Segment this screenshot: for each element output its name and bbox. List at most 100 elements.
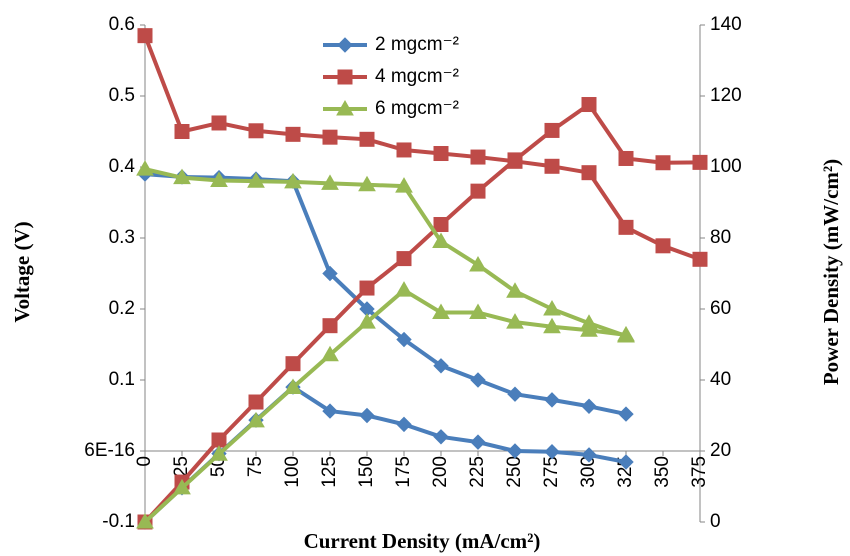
- marker: [322, 318, 338, 334]
- marker: [580, 321, 598, 337]
- y-tick-label: 0.2: [109, 298, 135, 319]
- marker: [433, 217, 449, 233]
- marker: [618, 150, 634, 166]
- marker: [358, 175, 376, 192]
- marker: [470, 149, 486, 165]
- marker: [469, 303, 487, 320]
- marker: [284, 378, 302, 394]
- marker: [470, 434, 486, 450]
- marker: [692, 251, 708, 267]
- marker: [211, 115, 227, 131]
- series-line: [143, 288, 627, 524]
- y2-axis-title: Power Density (mW/cm²): [819, 159, 843, 385]
- marker: [396, 416, 412, 433]
- x-tick-label: 275: [541, 456, 562, 488]
- y-tick-label: 0.1: [109, 369, 135, 390]
- marker: [359, 407, 375, 424]
- marker: [432, 232, 450, 249]
- x-tick-label: 300: [578, 456, 599, 488]
- marker: [432, 303, 450, 320]
- marker: [322, 265, 338, 282]
- x-tick-label: 125: [319, 456, 340, 488]
- marker: [544, 158, 560, 174]
- marker: [395, 281, 413, 297]
- x-tick-label: 250: [504, 456, 525, 488]
- y-tick-label: 0.4: [109, 156, 136, 177]
- marker: [506, 282, 524, 298]
- marker: [247, 172, 265, 188]
- x-tick-label: 350: [652, 456, 673, 488]
- marker: [469, 255, 487, 272]
- marker: [322, 129, 338, 145]
- marker: [359, 131, 375, 147]
- x-tick-label: 25: [171, 456, 192, 477]
- marker: [618, 454, 634, 470]
- legend-label: 6 mgcm⁻²: [375, 98, 459, 119]
- marker: [581, 97, 597, 113]
- legend-label: 4 mgcm⁻²: [375, 66, 459, 87]
- marker: [692, 154, 708, 170]
- marker: [210, 445, 228, 461]
- y2-tick-label: 60: [710, 298, 731, 319]
- marker: [617, 325, 635, 342]
- series-line: [143, 102, 701, 524]
- marker: [321, 345, 339, 362]
- y2-tick-label: 0: [710, 511, 721, 532]
- marker: [284, 172, 302, 189]
- marker: [470, 372, 486, 388]
- x-tick-label: 225: [467, 456, 488, 488]
- marker: [470, 183, 486, 199]
- y2-tick-label: 40: [710, 369, 731, 390]
- marker: [248, 394, 264, 410]
- marker: [543, 299, 561, 316]
- marker: [285, 126, 301, 142]
- marker: [322, 403, 338, 419]
- marker: [618, 406, 634, 422]
- marker: [618, 219, 634, 235]
- y2-tick-label: 100: [710, 156, 742, 177]
- series-line: [144, 167, 627, 338]
- y-tick-label: 0.6: [109, 14, 135, 35]
- marker: [581, 398, 597, 414]
- marker: [507, 386, 523, 402]
- marker: [285, 356, 301, 372]
- marker: [655, 238, 671, 254]
- marker: [174, 124, 190, 139]
- marker: [655, 155, 671, 171]
- marker: [358, 313, 376, 329]
- marker: [581, 165, 597, 181]
- marker: [507, 443, 523, 459]
- marker: [248, 123, 264, 139]
- x-tick-label: 200: [430, 456, 451, 488]
- marker: [137, 28, 153, 44]
- x-axis-title: Current Density (mA/cm²): [304, 529, 541, 553]
- y2-tick-label: 20: [710, 440, 731, 461]
- marker: [395, 177, 413, 193]
- y2-tick-label: 120: [710, 85, 742, 106]
- marker: [544, 122, 560, 138]
- y-axis-title: Voltage (V): [10, 221, 34, 322]
- marker: [581, 447, 597, 463]
- marker: [136, 512, 154, 529]
- marker: [247, 411, 265, 428]
- marker: [396, 142, 412, 158]
- marker: [210, 171, 228, 187]
- marker: [433, 146, 449, 162]
- legend-marker: [337, 37, 353, 53]
- marker: [173, 168, 191, 185]
- x-tick-label: 100: [282, 456, 303, 488]
- marker: [211, 432, 227, 448]
- y-tick-label: 6E-16: [84, 440, 135, 461]
- marker: [359, 280, 375, 296]
- y-tick-label: 0.5: [109, 85, 135, 106]
- x-tick-label: 375: [689, 456, 710, 488]
- marker: [396, 251, 412, 267]
- legend-marker: [337, 69, 353, 85]
- marker: [543, 317, 561, 334]
- marker: [507, 152, 523, 168]
- marker: [433, 358, 449, 374]
- x-tick-label: 75: [245, 456, 266, 477]
- marker: [433, 429, 449, 445]
- series-line: [143, 34, 701, 262]
